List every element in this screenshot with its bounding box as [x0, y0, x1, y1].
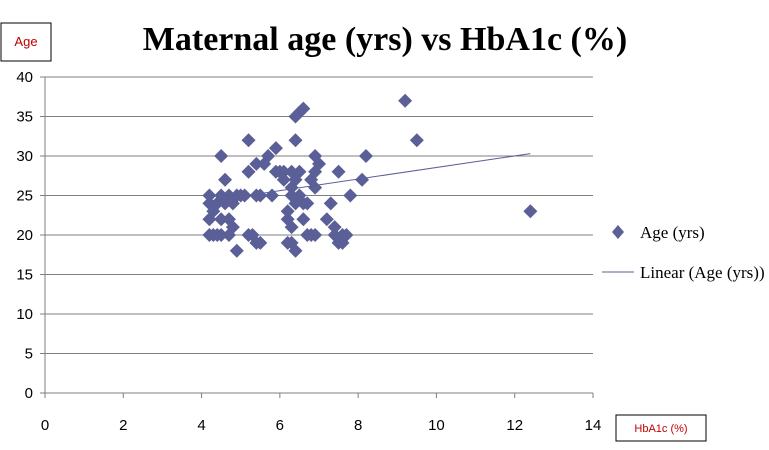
- y-tick-label-30: 30: [16, 148, 33, 165]
- chart-title: Maternal age (yrs) vs HbA1c (%): [143, 21, 627, 58]
- x-tick-label-8: 8: [354, 417, 362, 434]
- x-tick-labels: 0 2 4 6 8 10 12 14: [41, 417, 602, 434]
- data-point-38: [276, 172, 291, 187]
- legend: Age (yrs) Linear (Age (yrs)): [602, 223, 765, 282]
- data-point-81: [409, 133, 424, 148]
- data-point-54: [292, 164, 307, 179]
- data-point-71: [327, 220, 342, 235]
- data-point-59: [300, 196, 315, 211]
- legend-label-series: Age (yrs): [640, 223, 705, 242]
- data-point-79: [358, 149, 373, 163]
- data-point-18: [225, 220, 240, 235]
- x-tick-label-6: 6: [276, 417, 284, 434]
- y-tick-label-5: 5: [25, 346, 33, 363]
- data-point-26: [245, 228, 260, 242]
- y-tick-label-15: 15: [16, 267, 33, 284]
- data-point-58: [296, 212, 311, 227]
- y-tick-labels: 0 5 10 15 20 25 30 35 40: [16, 69, 33, 402]
- x-tick-label-14: 14: [585, 417, 602, 434]
- data-point-8: [214, 228, 229, 242]
- data-point-30: [253, 188, 268, 203]
- data-point-78: [355, 172, 370, 187]
- legend-label-trendline: Linear (Age (yrs)): [640, 263, 765, 282]
- x-axis-label: HbA1c (%): [634, 423, 687, 435]
- x-tick-label-4: 4: [197, 417, 205, 434]
- y-tick-label-25: 25: [16, 188, 33, 205]
- y-tick-label-0: 0: [25, 385, 33, 402]
- data-point-56: [296, 101, 311, 116]
- data-point-77: [343, 188, 358, 203]
- axes: [40, 76, 594, 398]
- x-tick-label-2: 2: [119, 417, 127, 434]
- data-point-68: [319, 212, 334, 227]
- data-point-3: [202, 188, 217, 203]
- data-point-65: [308, 180, 323, 195]
- x-tick-label-10: 10: [428, 417, 445, 434]
- y-tick-label-35: 35: [16, 109, 33, 126]
- data-point-20: [229, 243, 244, 258]
- data-point-76: [339, 228, 354, 242]
- data-point-73: [331, 164, 346, 179]
- data-point-67: [312, 156, 326, 171]
- y-tick-label-40: 40: [16, 69, 33, 86]
- data-point-9: [214, 149, 229, 163]
- data-point-35: [268, 141, 283, 156]
- data-point-80: [398, 93, 413, 108]
- gridlines: [45, 76, 593, 354]
- data-point-82: [523, 204, 538, 219]
- trendline-group: [209, 153, 531, 202]
- y-tick-label-20: 20: [16, 227, 33, 244]
- data-point-39: [276, 164, 291, 179]
- data-point-12: [218, 172, 233, 187]
- data-point-40: [280, 204, 295, 219]
- y-tick-label-10: 10: [16, 306, 33, 323]
- data-point-66: [308, 228, 323, 242]
- ylabel-box: Age: [0, 22, 52, 62]
- data-point-33: [261, 149, 276, 163]
- trendline: [209, 153, 531, 202]
- legend-marker-diamond: [612, 225, 624, 239]
- data-point-52: [288, 243, 303, 258]
- data-point-69: [323, 196, 338, 211]
- data-point-23: [241, 164, 256, 179]
- data-point-25: [241, 133, 256, 148]
- data-point-31: [253, 235, 268, 250]
- data-point-44: [284, 220, 299, 235]
- data-point-27: [249, 156, 264, 171]
- x-tick-label-12: 12: [506, 417, 523, 434]
- x-tick-label-0: 0: [41, 417, 49, 434]
- y-axis-label: Age: [14, 34, 37, 49]
- data-point-48: [288, 133, 303, 148]
- data-points: [202, 93, 538, 258]
- data-point-11: [214, 212, 229, 227]
- xlabel-box: HbA1c (%): [615, 414, 707, 442]
